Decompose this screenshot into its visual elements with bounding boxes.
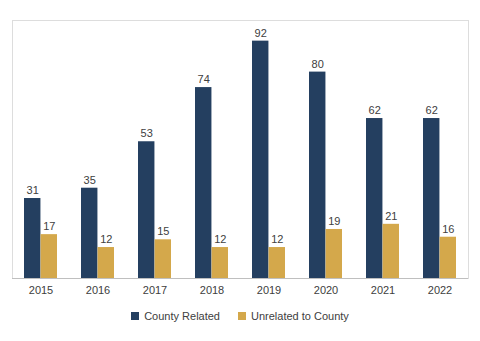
svg-text:92: 92 (255, 27, 267, 39)
svg-text:2021: 2021 (371, 284, 395, 296)
svg-text:12: 12 (271, 233, 283, 245)
svg-text:15: 15 (157, 225, 169, 237)
svg-text:2018: 2018 (200, 284, 224, 296)
svg-text:12: 12 (100, 233, 112, 245)
svg-text:35: 35 (84, 174, 96, 186)
svg-text:53: 53 (141, 127, 153, 139)
svg-text:21: 21 (385, 210, 397, 222)
svg-text:2019: 2019 (257, 284, 281, 296)
html-text:County Related: County Related (144, 310, 220, 322)
svg-text:2016: 2016 (86, 284, 110, 296)
html-text:Unrelated to County: Unrelated to County (251, 310, 349, 322)
svg-text:2022: 2022 (428, 284, 452, 296)
svg-text:80: 80 (312, 58, 324, 70)
svg-text:31: 31 (27, 184, 39, 196)
svg-text:62: 62 (426, 104, 438, 116)
svg-text:17: 17 (43, 220, 55, 232)
svg-text:2015: 2015 (29, 284, 53, 296)
svg-text:62: 62 (369, 104, 381, 116)
svg-text:16: 16 (442, 223, 454, 235)
svg-text:74: 74 (198, 73, 210, 85)
svg-text:2020: 2020 (314, 284, 338, 296)
svg-text:19: 19 (328, 215, 340, 227)
svg-text:12: 12 (214, 233, 226, 245)
svg-text:2017: 2017 (143, 284, 167, 296)
